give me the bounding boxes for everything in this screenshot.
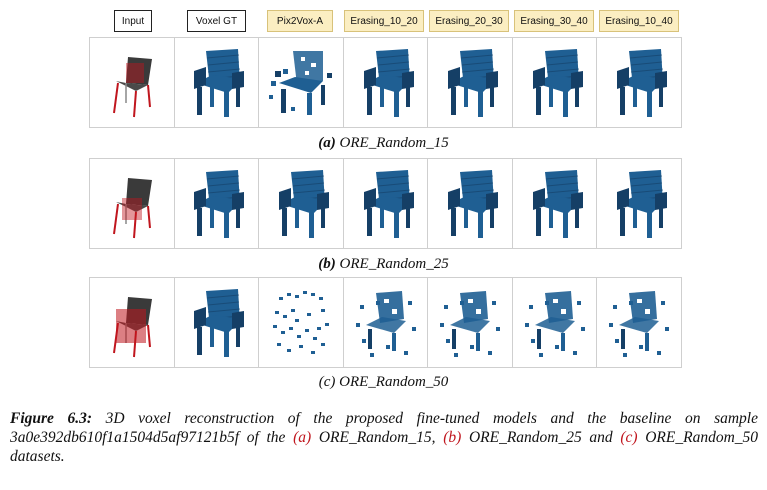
image-cell bbox=[344, 159, 429, 248]
voxel-chair-image bbox=[363, 169, 414, 238]
figure-label: Figure 6.3: bbox=[10, 410, 93, 427]
voxel-chair-image bbox=[448, 48, 499, 117]
voxel-chair-image bbox=[194, 48, 245, 117]
subcaption-a: (a) ORE_Random_15 bbox=[318, 135, 449, 151]
caption-text: ORE_Random_50 datasets. bbox=[10, 429, 759, 465]
image-cell bbox=[597, 159, 681, 248]
figure-row-c bbox=[89, 277, 682, 368]
image-cell bbox=[90, 159, 175, 248]
col-header-erasing-10-20: Erasing_10_20 bbox=[344, 10, 424, 32]
voxel-chair-image bbox=[524, 290, 585, 357]
voxel-chair-image bbox=[617, 48, 668, 117]
image-cell bbox=[597, 278, 681, 367]
subcaption-b: (b) ORE_Random_25 bbox=[318, 256, 449, 272]
image-cell bbox=[175, 38, 260, 127]
voxel-chair-image bbox=[448, 169, 499, 238]
image-cell bbox=[259, 278, 344, 367]
image-cell bbox=[175, 159, 260, 248]
col-header-erasing-10-40: Erasing_10_40 bbox=[599, 10, 679, 32]
caption-text: 3D voxel reconstruction of the proposed … bbox=[10, 410, 758, 446]
image-cell bbox=[428, 159, 513, 248]
image-cell bbox=[344, 38, 429, 127]
figure-row-a bbox=[89, 37, 682, 128]
voxel-chair-image bbox=[609, 290, 670, 357]
voxel-chair-image bbox=[532, 169, 583, 238]
col-header-input: Input bbox=[114, 10, 152, 32]
caption-text: ORE_Random_15, bbox=[311, 429, 444, 446]
caption-ref-a[interactable]: (a) bbox=[293, 429, 312, 446]
caption-ref-b[interactable]: (b) bbox=[443, 429, 462, 446]
image-cell bbox=[90, 38, 175, 127]
col-header-voxel-gt: Voxel GT bbox=[187, 10, 246, 32]
image-cell bbox=[428, 38, 513, 127]
input-chair-image bbox=[112, 296, 152, 357]
voxel-chair-image bbox=[617, 169, 668, 238]
image-cell bbox=[513, 278, 598, 367]
image-cell bbox=[175, 278, 260, 367]
image-cell bbox=[428, 278, 513, 367]
image-cell bbox=[90, 278, 175, 367]
voxel-chair-image bbox=[440, 290, 501, 357]
image-cell bbox=[344, 278, 429, 367]
voxel-chair-image bbox=[194, 288, 245, 357]
figure-row-b bbox=[89, 158, 682, 249]
caption-ref-c[interactable]: (c) bbox=[620, 429, 638, 446]
voxel-chair-image bbox=[363, 48, 414, 117]
col-header-pix2vox: Pix2Vox-A bbox=[267, 10, 333, 32]
voxel-chair-image bbox=[268, 50, 332, 115]
caption-text: ORE_Random_25 and bbox=[461, 429, 621, 446]
voxel-chair-image bbox=[278, 169, 329, 238]
voxel-chair-image bbox=[355, 290, 416, 357]
figure-caption: Figure 6.3: 3D voxel reconstruction of t… bbox=[10, 409, 758, 466]
image-cell bbox=[513, 159, 598, 248]
input-chair-image bbox=[112, 56, 152, 117]
input-chair-image bbox=[112, 177, 152, 238]
subcaption-c: (c) ORE_Random_50 bbox=[318, 374, 449, 390]
image-cell bbox=[513, 38, 598, 127]
voxel-chair-image bbox=[532, 48, 583, 117]
image-cell bbox=[259, 159, 344, 248]
voxel-chair-image bbox=[272, 290, 329, 354]
col-header-erasing-20-30: Erasing_20_30 bbox=[429, 10, 509, 32]
image-cell bbox=[259, 38, 344, 127]
col-header-erasing-30-40: Erasing_30_40 bbox=[514, 10, 594, 32]
image-cell bbox=[597, 38, 681, 127]
voxel-chair-image bbox=[194, 169, 245, 238]
